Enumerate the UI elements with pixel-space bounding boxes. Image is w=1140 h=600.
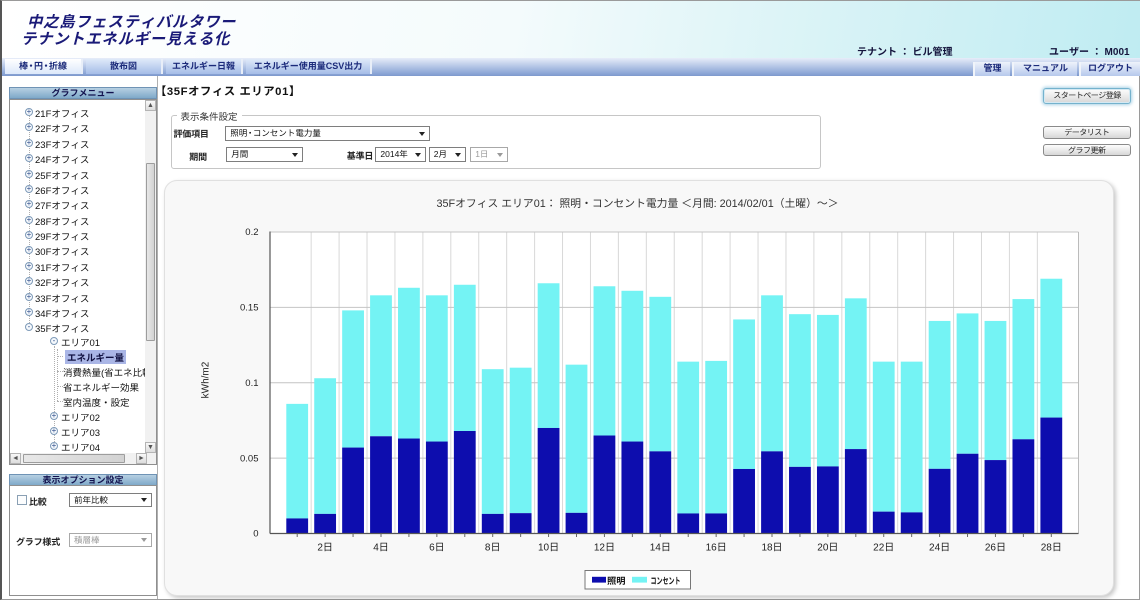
svg-text:24日: 24日 [929, 543, 950, 554]
svg-text:kWh/m2: kWh/m2 [200, 361, 211, 398]
svg-text:10日: 10日 [538, 543, 559, 554]
svg-text:照明: 照明 [607, 576, 626, 586]
svg-text:0: 0 [253, 529, 258, 540]
svg-text:0.1: 0.1 [245, 378, 258, 389]
svg-text:18日: 18日 [761, 543, 782, 554]
svg-text:8日: 8日 [484, 543, 500, 554]
svg-text:22日: 22日 [873, 543, 894, 554]
svg-text:35Fオフィス エリア01： 照明・コンセント電力量 ＜月間: 35Fオフィス エリア01： 照明・コンセント電力量 ＜月間: 2014/02/… [436, 197, 838, 210]
svg-text:12日: 12日 [593, 543, 614, 554]
svg-text:0.15: 0.15 [240, 303, 259, 314]
svg-text:0.2: 0.2 [245, 227, 258, 238]
svg-text:28日: 28日 [1040, 543, 1061, 554]
svg-text:26日: 26日 [984, 543, 1005, 554]
svg-text:6日: 6日 [429, 543, 445, 554]
svg-text:2日: 2日 [317, 543, 333, 554]
svg-text:16日: 16日 [705, 543, 726, 554]
svg-text:14日: 14日 [649, 543, 670, 554]
svg-text:20日: 20日 [817, 543, 838, 554]
svg-text:コンセント: コンセント [650, 576, 680, 586]
svg-text:4日: 4日 [373, 543, 389, 554]
svg-text:0.05: 0.05 [240, 453, 259, 464]
